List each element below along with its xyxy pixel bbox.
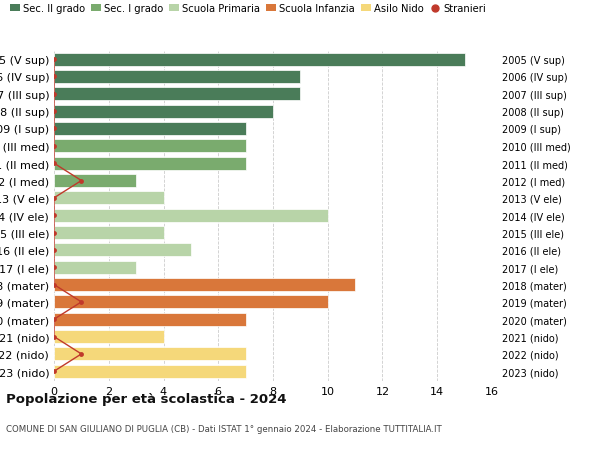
Legend: Sec. II grado, Sec. I grado, Scuola Primaria, Scuola Infanzia, Asilo Nido, Stran: Sec. II grado, Sec. I grado, Scuola Prim… bbox=[6, 0, 490, 18]
Bar bbox=[54, 365, 245, 378]
Bar bbox=[54, 71, 301, 84]
Bar bbox=[54, 174, 136, 188]
Bar bbox=[54, 227, 163, 240]
Bar bbox=[54, 123, 245, 136]
Bar bbox=[54, 313, 245, 326]
Bar bbox=[54, 209, 328, 222]
Bar bbox=[54, 106, 273, 118]
Bar bbox=[54, 244, 191, 257]
Bar bbox=[54, 54, 464, 67]
Bar bbox=[54, 330, 163, 343]
Bar bbox=[54, 88, 301, 101]
Bar bbox=[54, 157, 245, 170]
Bar bbox=[54, 347, 245, 361]
Bar bbox=[54, 279, 355, 291]
Bar bbox=[54, 192, 163, 205]
Text: Popolazione per età scolastica - 2024: Popolazione per età scolastica - 2024 bbox=[6, 392, 287, 405]
Bar bbox=[54, 140, 245, 153]
Text: COMUNE DI SAN GIULIANO DI PUGLIA (CB) - Dati ISTAT 1° gennaio 2024 - Elaborazion: COMUNE DI SAN GIULIANO DI PUGLIA (CB) - … bbox=[6, 425, 442, 434]
Bar bbox=[54, 296, 328, 309]
Bar bbox=[54, 261, 136, 274]
